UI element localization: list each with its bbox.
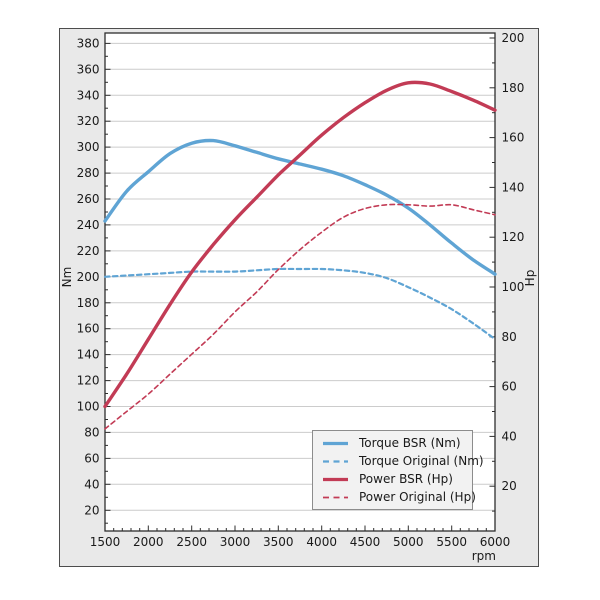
y-left-tick-label: 120 <box>77 374 100 388</box>
x-axis-unit-label: rpm <box>471 549 496 563</box>
y-right-tick-label: 160 <box>502 131 525 145</box>
x-tick-label: 3500 <box>263 535 294 549</box>
y-left-tick-label: 80 <box>84 425 99 439</box>
y-left-tick-label: 340 <box>77 88 100 102</box>
y-left-tick-label: 360 <box>77 62 100 76</box>
series-line-torque-bsr-nm <box>103 138 497 276</box>
y-left-tick-label: 140 <box>77 348 100 362</box>
legend-item-power-bsr-hp: Power BSR (Hp) <box>313 470 472 488</box>
y-left-tick-label: 280 <box>77 166 100 180</box>
y-right-tick-label: 60 <box>502 380 517 394</box>
y-left-tick-label: 20 <box>84 503 99 517</box>
left-axis-unit-label: Nm <box>60 266 74 288</box>
legend-line-sample-solid <box>323 441 348 445</box>
legend-item-label: Power Original (Hp) <box>359 490 476 504</box>
y-right-tick-label: 180 <box>502 81 525 95</box>
x-tick-label: 3000 <box>220 535 251 549</box>
y-left-tick-label: 60 <box>84 451 99 465</box>
y-left-tick-label: 220 <box>77 244 100 258</box>
legend-line-sample-solid <box>323 477 348 481</box>
y-left-tick-label: 320 <box>77 114 100 128</box>
legend-line-sample-dashed <box>323 496 348 498</box>
y-right-tick-label: 40 <box>502 429 517 443</box>
x-tick-label: 2500 <box>176 535 207 549</box>
y-left-tick-label: 40 <box>84 477 99 491</box>
x-tick-label: 5000 <box>393 535 424 549</box>
legend: Torque BSR (Nm) Torque Original (Nm) Power… <box>312 430 484 510</box>
x-tick-label: 2000 <box>133 535 164 549</box>
y-right-tick-label: 80 <box>502 330 517 344</box>
series-line-power-original-hp <box>104 203 496 430</box>
y-left-tick-label: 180 <box>77 296 100 310</box>
y-left-tick-label: 380 <box>77 36 100 50</box>
series-line-power-bsr-hp <box>103 80 497 409</box>
x-tick-label: 5500 <box>436 535 467 549</box>
legend-item-label: Torque Original (Nm) <box>359 454 484 468</box>
x-tick-label: 6000 <box>480 535 511 549</box>
x-tick-label: 1500 <box>90 535 121 549</box>
y-right-tick-label: 140 <box>502 180 525 194</box>
legend-item-label: Power BSR (Hp) <box>359 472 453 486</box>
legend-item-power-original-hp: Power Original (Hp) <box>313 488 476 506</box>
right-axis-unit-label: Hp <box>523 269 537 287</box>
legend-item-label: Torque BSR (Nm) <box>359 436 461 450</box>
x-tick-label: 4000 <box>306 535 337 549</box>
y-right-tick-label: 20 <box>502 479 517 493</box>
y-right-tick-label: 120 <box>502 230 525 244</box>
y-right-tick-label: 200 <box>502 31 525 45</box>
y-left-tick-label: 200 <box>77 270 100 284</box>
legend-item-torque-bsr-nm: Torque BSR (Nm) <box>313 434 472 452</box>
y-left-tick-label: 100 <box>77 400 100 414</box>
y-left-tick-label: 240 <box>77 218 100 232</box>
series-line-torque-original-nm <box>103 267 497 341</box>
y-left-tick-label: 260 <box>77 192 100 206</box>
y-left-tick-label: 300 <box>77 140 100 154</box>
plot-frame <box>104 32 496 532</box>
legend-line-sample-dashed <box>323 459 348 463</box>
y-left-tick-label: 160 <box>77 322 100 336</box>
y-right-tick-label: 100 <box>502 280 525 294</box>
x-tick-label: 4500 <box>350 535 381 549</box>
legend-item-torque-original-nm: Torque Original (Nm) <box>313 452 484 470</box>
